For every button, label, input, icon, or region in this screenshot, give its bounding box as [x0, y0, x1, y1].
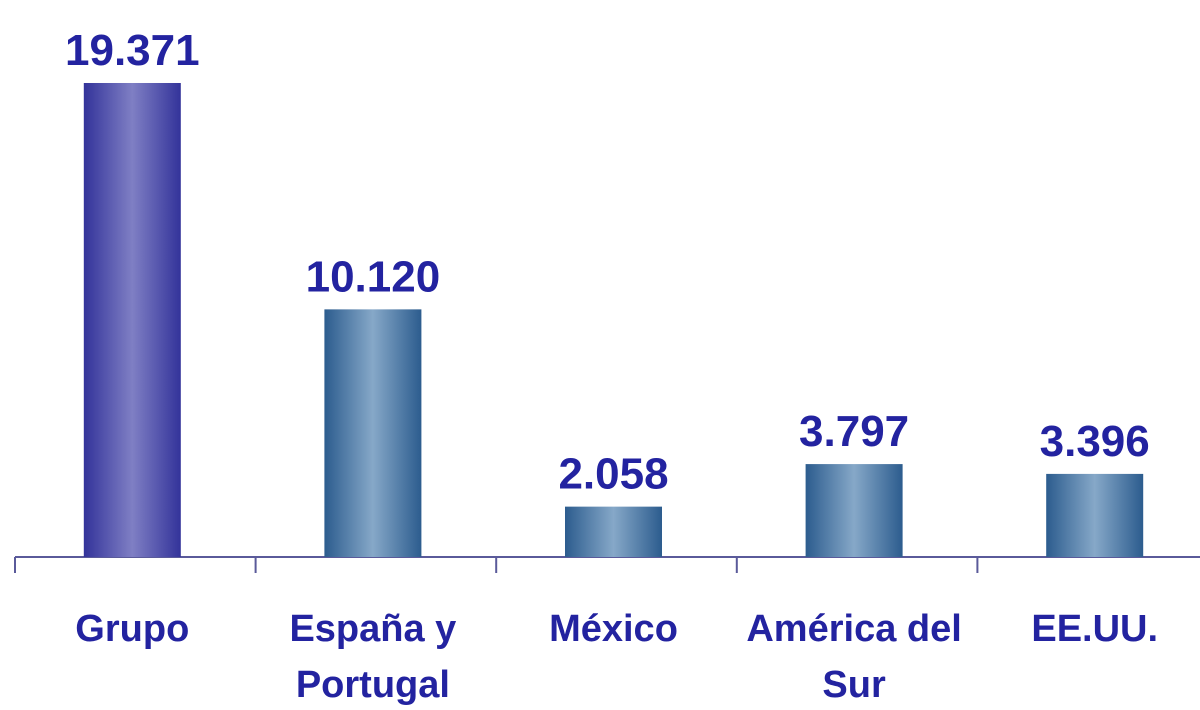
- value-label: 2.058: [558, 450, 668, 499]
- x-tick-label: Grupo: [75, 608, 189, 650]
- x-tick-label: España y Portugal: [289, 608, 456, 706]
- bar: [805, 464, 903, 557]
- x-tick-label: América del Sur: [746, 608, 961, 706]
- value-label: 10.120: [306, 252, 441, 301]
- bar: [565, 506, 662, 557]
- value-label: 3.396: [1040, 417, 1150, 466]
- value-label: 3.797: [799, 407, 909, 456]
- bar: [324, 309, 422, 557]
- bar: [83, 82, 181, 557]
- x-tick-label: EE.UU.: [1031, 608, 1158, 650]
- x-tick-label: México: [549, 608, 678, 650]
- value-label: 19.371: [65, 26, 200, 75]
- bar: [1046, 473, 1144, 557]
